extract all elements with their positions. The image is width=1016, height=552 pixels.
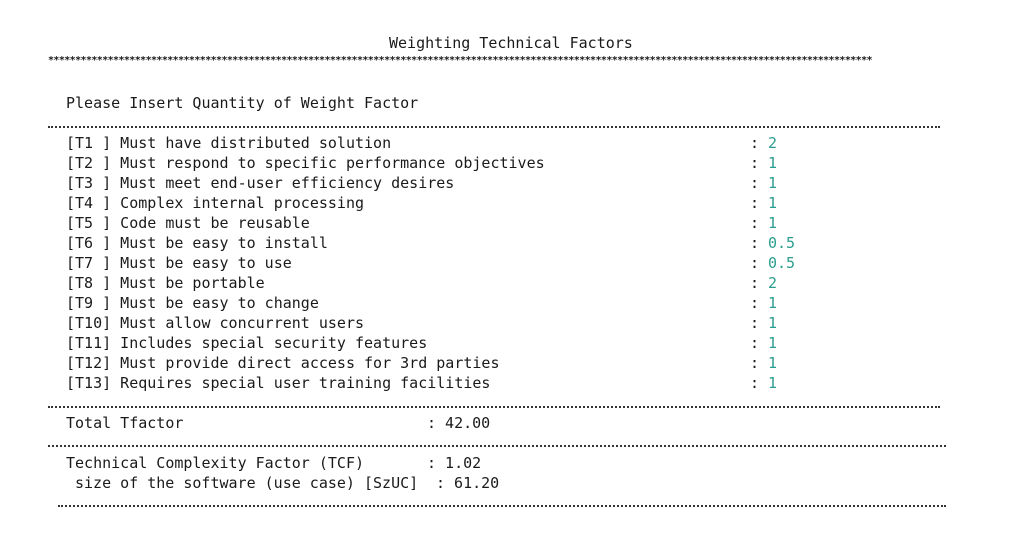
factor-colon: : <box>750 214 760 232</box>
page-title: Weighting Technical Factors <box>389 34 633 52</box>
factor-value-input[interactable]: 0.5 <box>768 234 796 252</box>
factor-value-input[interactable]: 0.5 <box>768 254 796 272</box>
dotted-divider-lower <box>48 445 946 447</box>
factor-colon: : <box>750 254 760 272</box>
factor-value-input[interactable]: 1 <box>768 314 778 332</box>
factor-label: [T8 ] Must be portable <box>66 274 265 292</box>
factor-label: [T3 ] Must meet end-user efficiency desi… <box>66 174 455 192</box>
dotted-divider-bottom <box>58 505 946 507</box>
factor-value-input[interactable]: 1 <box>768 194 778 212</box>
factor-value-input[interactable]: 1 <box>768 294 778 312</box>
factor-colon: : <box>750 174 760 192</box>
factor-label: [T2 ] Must respond to specific performan… <box>66 154 545 172</box>
factor-label: [T9 ] Must be easy to change <box>66 294 319 312</box>
factor-label: [T11] Includes special security features <box>66 334 428 352</box>
dotted-divider-mid <box>48 406 940 408</box>
factor-colon: : <box>750 234 760 252</box>
total-tfactor-value: : 42.00 <box>427 414 491 432</box>
factor-label: [T4 ] Complex internal processing <box>66 194 365 212</box>
factor-colon: : <box>750 134 760 152</box>
factor-value-input[interactable]: 1 <box>768 334 778 352</box>
factor-value-input[interactable]: 1 <box>768 374 778 392</box>
factor-label: [T13] Requires special user training fac… <box>66 374 491 392</box>
factor-label: [T10] Must allow concurrent users <box>66 314 365 332</box>
factor-value-input[interactable]: 1 <box>768 174 778 192</box>
factor-colon: : <box>750 194 760 212</box>
factor-label: [T5 ] Code must be reusable <box>66 214 310 232</box>
factor-colon: : <box>750 374 760 392</box>
dotted-divider-top <box>48 126 940 128</box>
factor-value-input[interactable]: 1 <box>768 154 778 172</box>
factor-colon: : <box>750 334 760 352</box>
factor-label: [T6 ] Must be easy to install <box>66 234 328 252</box>
tcf-value: : 1.02 <box>427 454 482 472</box>
factor-value-input[interactable]: 2 <box>768 274 778 292</box>
factor-label: [T7 ] Must be easy to use <box>66 254 292 272</box>
factor-value-input[interactable]: 2 <box>768 134 778 152</box>
factor-label: [T12] Must provide direct access for 3rd… <box>66 354 500 372</box>
factor-value-input[interactable]: 1 <box>768 214 778 232</box>
tcf-label: Technical Complexity Factor (TCF) <box>66 454 365 472</box>
factor-value-input[interactable]: 1 <box>768 354 778 372</box>
szuc-value: : 61.20 <box>436 474 500 492</box>
factor-colon: : <box>750 354 760 372</box>
szuc-label: size of the software (use case) [SzUC] <box>75 474 419 492</box>
factor-colon: : <box>750 294 760 312</box>
factor-label: [T1 ] Must have distributed solution <box>66 134 392 152</box>
input-prompt: Please Insert Quantity of Weight Factor <box>66 94 419 112</box>
factor-colon: : <box>750 154 760 172</box>
total-tfactor-label: Total Tfactor <box>66 414 184 432</box>
factor-colon: : <box>750 274 760 292</box>
star-separator: ****************************************… <box>48 55 873 66</box>
factor-colon: : <box>750 314 760 332</box>
